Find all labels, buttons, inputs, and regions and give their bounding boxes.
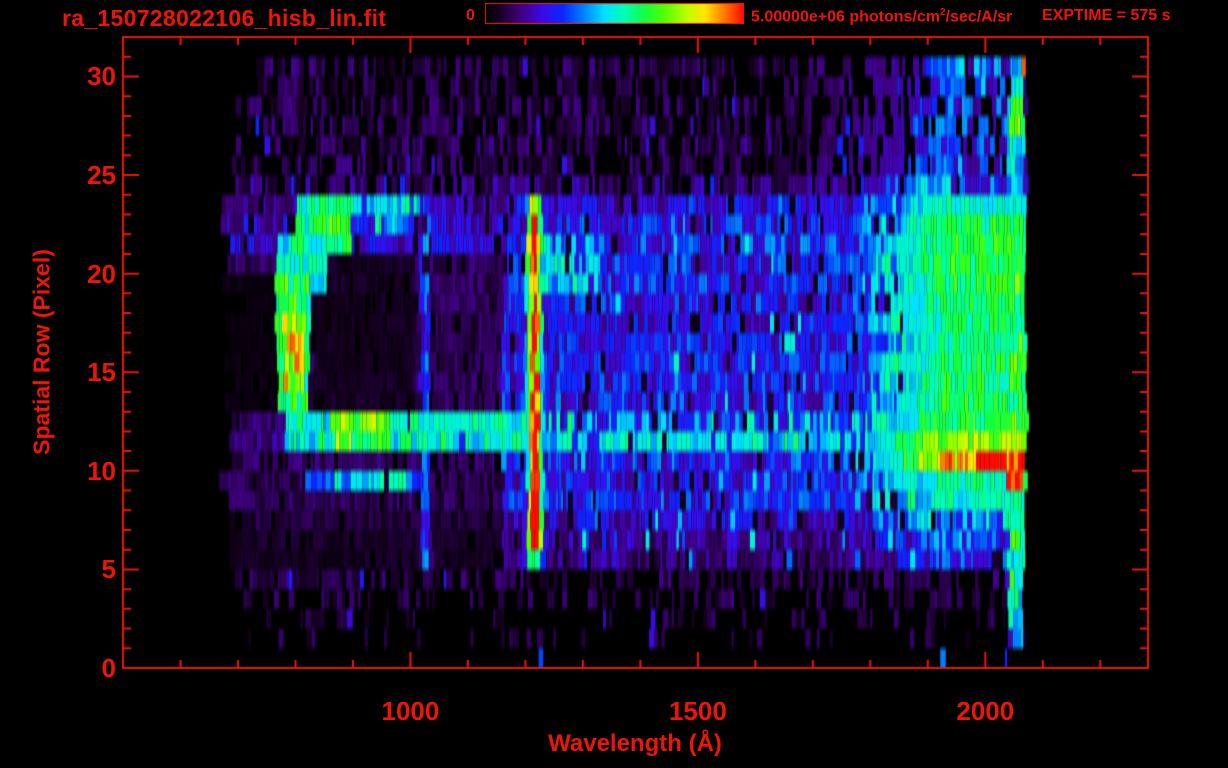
y-tick-label: 15: [87, 357, 116, 388]
exposure-time-label: EXPTIME = 575 s: [1042, 7, 1171, 24]
x-tick-label: 2000: [956, 696, 1015, 726]
colorbar-min-label: 0: [466, 7, 475, 24]
colorbar-max-suffix: /sec/A/sr: [945, 8, 1013, 26]
y-tick-label: 5: [101, 554, 116, 585]
y-tick-label: 10: [87, 455, 116, 486]
x-tick-label: 1000: [381, 696, 440, 726]
y-tick-label: 0: [101, 653, 116, 683]
y-axis-title: Spatial Row (Pixel): [28, 249, 55, 455]
y-tick-label: 30: [87, 61, 116, 92]
file-title: ra_150728022106_hisb_lin.fit: [62, 5, 387, 31]
x-tick-label: 1500: [668, 696, 727, 726]
colorbar: [485, 3, 744, 24]
colorbar-max-prefix: 5.00000e+06 photons/cm: [751, 8, 940, 26]
x-axis-title: Wavelength (Å): [548, 730, 722, 757]
y-tick-label: 20: [87, 258, 116, 289]
y-tick-label: 25: [87, 160, 116, 191]
colorbar-max-superscript: 2: [939, 7, 946, 18]
colorbar-max-label: 5.00000e+06 photons/cm2/sec/A/sr: [751, 7, 1012, 26]
